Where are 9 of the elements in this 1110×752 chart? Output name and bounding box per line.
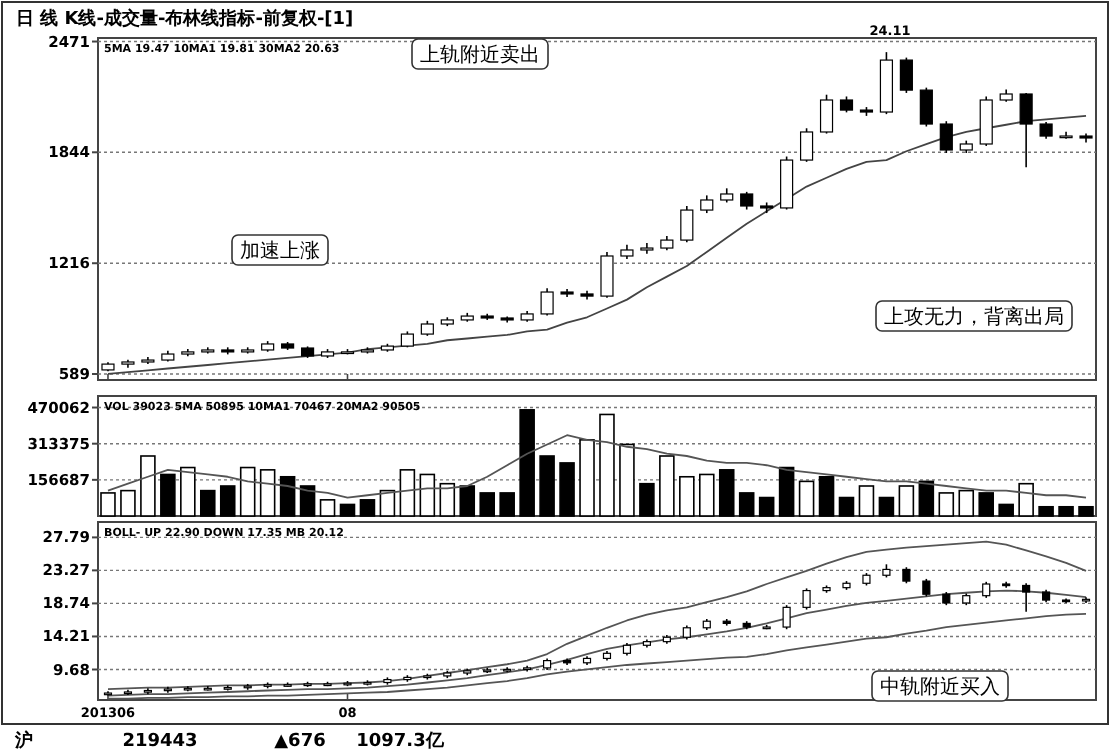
- annotation: 中轨附近买入: [880, 675, 1000, 699]
- text: 沪: [13, 730, 33, 752]
- annotation: 上攻无力，背离出局: [884, 305, 1064, 329]
- text: ▲676: [274, 732, 326, 752]
- annotation: 加速上涨: [240, 239, 320, 263]
- annotation: 上轨附近卖出: [420, 43, 540, 67]
- chart-title: 日 线 K线-成交量-布林线指标-前复权-[1]: [16, 8, 354, 30]
- text: 219443: [122, 732, 198, 752]
- text: 1097.3亿: [356, 730, 446, 752]
